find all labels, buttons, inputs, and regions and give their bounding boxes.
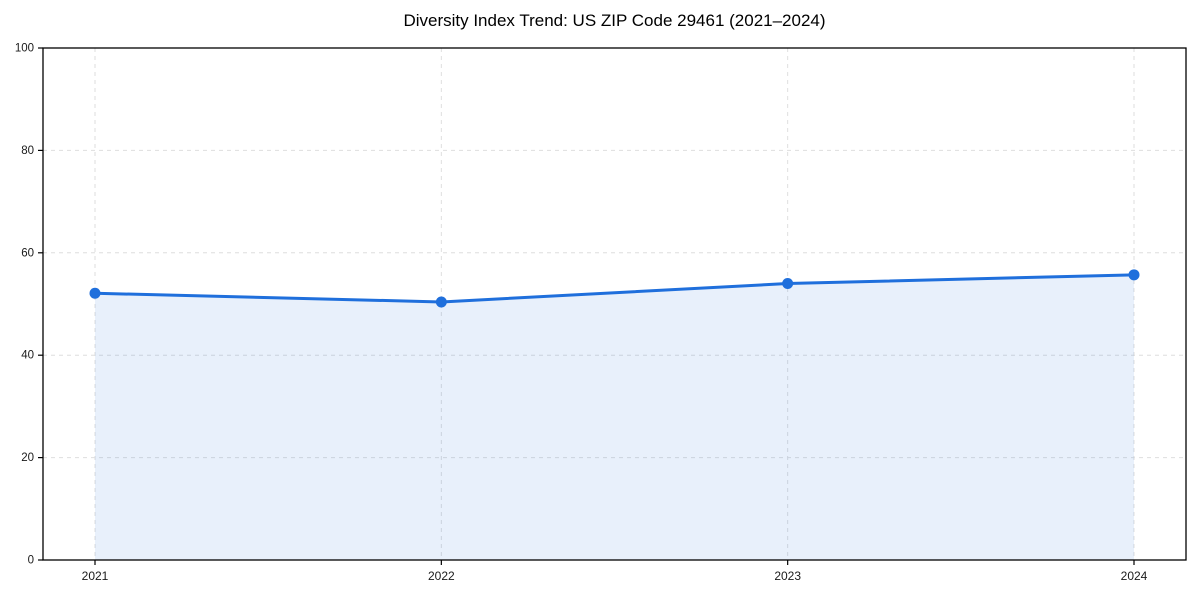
x-tick-label: 2024: [1121, 569, 1148, 583]
y-tick-label: 40: [21, 350, 34, 362]
y-tick-label: 0: [28, 555, 34, 567]
y-tick-label: 60: [21, 247, 34, 259]
x-tick-label: 2021: [82, 569, 109, 583]
data-point-2024: [1128, 269, 1140, 281]
x-tick-label: 2022: [428, 569, 455, 583]
data-point-2021: [89, 287, 101, 299]
plot-spines: [42, 47, 1187, 561]
area-fill: [95, 274, 1134, 560]
x-tick-label: 2023: [774, 569, 801, 583]
y-tick-label: 100: [15, 43, 34, 55]
y-tick-label: 20: [21, 452, 34, 464]
chart-title: Diversity Index Trend: US ZIP Code 29461…: [403, 11, 826, 30]
data-point-2022: [435, 296, 447, 308]
y-tick-label: 80: [21, 145, 34, 157]
trend-line: [93, 273, 1136, 304]
data-point-2023: [782, 278, 794, 290]
